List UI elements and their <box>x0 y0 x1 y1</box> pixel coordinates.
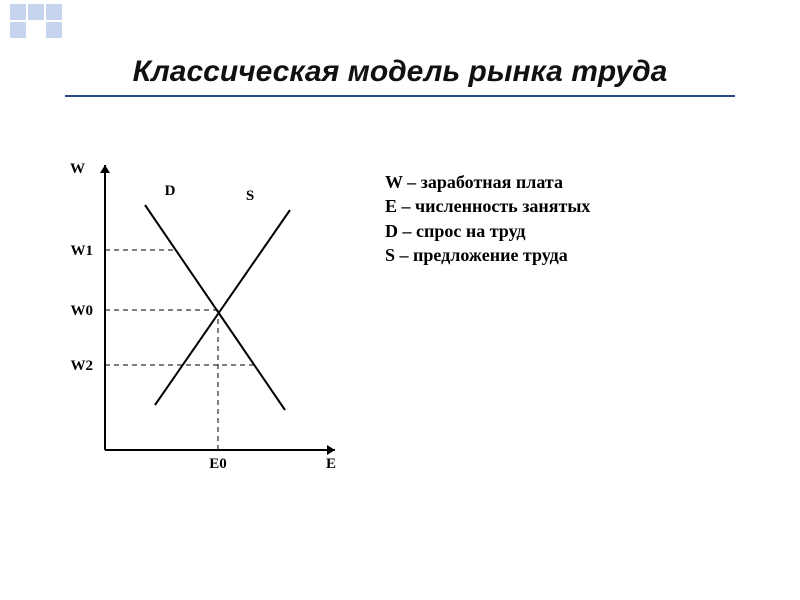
svg-text:E0: E0 <box>209 456 227 470</box>
svg-text:S: S <box>246 188 254 204</box>
deco-square <box>10 22 26 38</box>
slide: Классическая модель рынка труда W E W1 W0 W2… <box>0 0 800 600</box>
svg-text:W1: W1 <box>71 243 94 259</box>
labor-market-chart: W E W1 W0 W2 D S E0 <box>55 150 365 470</box>
title-block: Классическая модель рынка труда <box>0 55 800 97</box>
legend-item: W – заработная плата <box>385 170 765 194</box>
title-underline <box>65 95 735 97</box>
svg-text:E: E <box>326 456 336 470</box>
corner-decoration <box>0 0 120 50</box>
svg-text:D: D <box>165 183 176 199</box>
legend: W – заработная платаE – численность заня… <box>385 170 765 267</box>
legend-item: S – предложение труда <box>385 243 765 267</box>
deco-square <box>28 4 44 20</box>
slide-title: Классическая модель рынка труда <box>0 55 800 89</box>
svg-text:W: W <box>70 161 85 177</box>
deco-square <box>46 4 62 20</box>
svg-text:W2: W2 <box>71 358 94 374</box>
legend-item: E – численность занятых <box>385 194 765 218</box>
deco-square <box>10 4 26 20</box>
svg-text:W0: W0 <box>71 303 94 319</box>
legend-item: D – спрос на труд <box>385 219 765 243</box>
deco-square <box>46 22 62 38</box>
